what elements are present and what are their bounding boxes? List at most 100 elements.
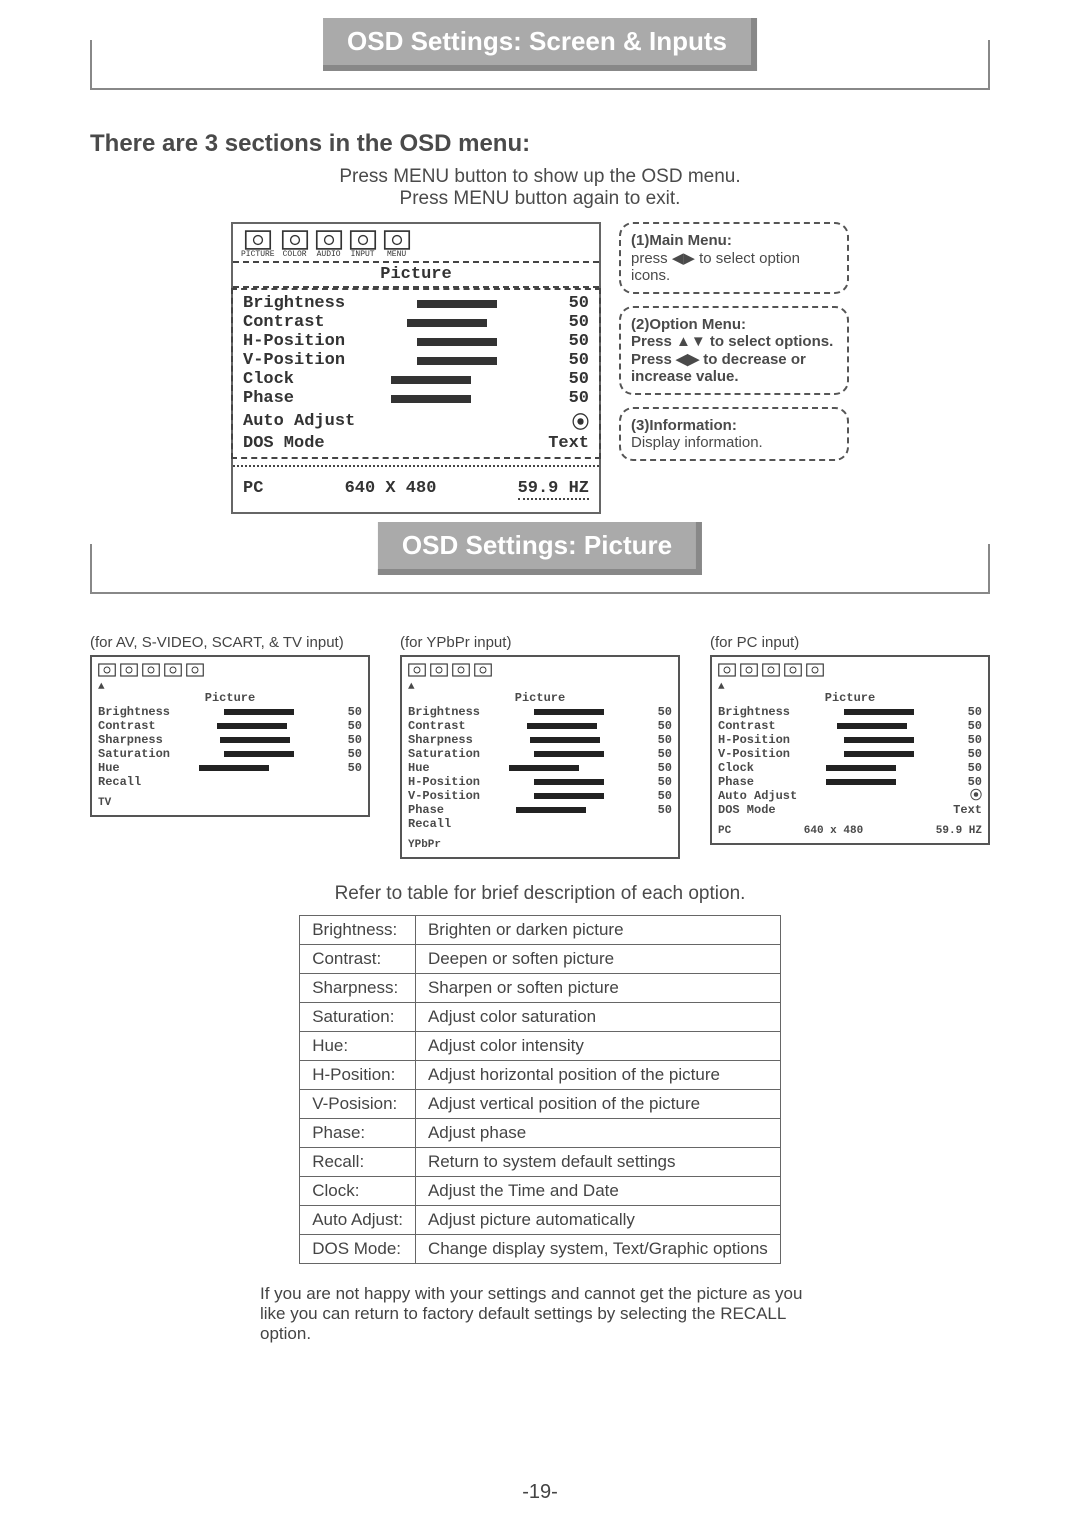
callout-1-title: (1)Main Menu: (631, 232, 732, 249)
thumb-bar (220, 737, 290, 743)
osd-option-bar (407, 319, 487, 327)
thumb-option-row: Contrast50 (408, 719, 672, 733)
thumb-option-row: Sharpness50 (98, 733, 362, 747)
thumb-bar (534, 779, 604, 785)
table-cell-desc: Sharpen or soften picture (415, 974, 780, 1003)
table-cell-name: DOS Mode: (300, 1235, 416, 1264)
thumb-option-row: Hue50 (408, 761, 672, 775)
thumb-icons-row (408, 663, 672, 683)
thumb-option-row: V-Position50 (718, 747, 982, 761)
table-row: H-Position:Adjust horizontal position of… (300, 1061, 781, 1090)
intro-line-2: Press MENU button again to exit. (90, 188, 990, 210)
table-cell-name: Auto Adjust: (300, 1206, 416, 1235)
callout-3-title: (3)Information: (631, 417, 737, 434)
table-cell-desc: Adjust horizontal position of the pictur… (415, 1061, 780, 1090)
thumb-icons-row (98, 663, 362, 683)
table-cell-name: V-Posision: (300, 1090, 416, 1119)
title-bar-2: OSD Settings: Picture (90, 544, 990, 594)
thumb-option-row: Brightness50 (98, 705, 362, 719)
thumbnails-row: (for AV, S-VIDEO, SCART, & TV input)▲Pic… (90, 634, 990, 859)
table-cell-name: Phase: (300, 1119, 416, 1148)
thumb-icon (474, 663, 492, 681)
thumb-bar (199, 765, 269, 771)
table-cell-desc: Deepen or soften picture (415, 945, 780, 974)
thumb-option-row: Phase50 (408, 803, 672, 817)
thumb-option-row: Sharpness50 (408, 733, 672, 747)
thumbnail: (for AV, S-VIDEO, SCART, & TV input)▲Pic… (90, 634, 370, 859)
osd-icon-audio: AUDIO (315, 230, 343, 259)
table-row: Recall:Return to system default settings (300, 1148, 781, 1177)
thumb-bar (534, 751, 604, 757)
thumb-arrow: ▲ (718, 683, 982, 691)
thumb-option-row: Saturation50 (98, 747, 362, 761)
thumb-title: Picture (718, 691, 982, 705)
thumb-option-row: Auto Adjust⦿ (718, 789, 982, 803)
osd-option-bar (391, 376, 471, 384)
thumb-bar (534, 709, 604, 715)
table-row: Auto Adjust:Adjust picture automatically (300, 1206, 781, 1235)
thumb-caption: (for AV, S-VIDEO, SCART, & TV input) (90, 634, 370, 651)
table-cell-desc: Adjust phase (415, 1119, 780, 1148)
table-cell-name: Sharpness: (300, 974, 416, 1003)
table-cell-desc: Adjust color intensity (415, 1032, 780, 1061)
table-cell-name: Clock: (300, 1177, 416, 1206)
thumb-option-row: Recall (408, 817, 672, 831)
thumb-option-row: Hue50 (98, 761, 362, 775)
thumb-option-row: H-Position50 (408, 775, 672, 789)
osd-diagram: PICTURECOLORAUDIOINPUTMENU Picture Brigh… (90, 222, 990, 514)
table-cell-desc: Adjust vertical position of the picture (415, 1090, 780, 1119)
table-row: Hue:Adjust color intensity (300, 1032, 781, 1061)
thumb-bar (844, 737, 914, 743)
osd-option-row: Auto Adjust ⦿ (243, 408, 589, 434)
thumb-option-row: Recall (98, 775, 362, 789)
table-cell-name: Saturation: (300, 1003, 416, 1032)
table-cell-desc: Brighten or darken picture (415, 916, 780, 945)
osd-icon-color: COLOR (281, 230, 309, 259)
table-cell-desc: Change display system, Text/Graphic opti… (415, 1235, 780, 1264)
osd-option-bar (417, 300, 497, 308)
callout-information: (3)Information: Display information. (619, 407, 849, 461)
thumb-icon (806, 663, 824, 681)
callout-2-body: Press ▲▼ to select options. Press ◀▶ to … (631, 333, 833, 385)
osd-icon-picture: PICTURE (241, 230, 275, 259)
osd-option-value: ⦿ (572, 408, 589, 434)
table-row: Contrast:Deepen or soften picture (300, 945, 781, 974)
thumb-title: Picture (408, 691, 672, 705)
osd-info-bar: PC 640 X 480 59.9 HZ (233, 465, 599, 512)
thumbnail: (for YPbPr input) ▲PictureBrightness50Con… (400, 634, 680, 859)
thumb-icons-row (718, 663, 982, 683)
table-cell-name: Recall: (300, 1148, 416, 1177)
osd-option-bar (417, 338, 497, 346)
thumb-icon (98, 663, 116, 681)
callout-main-menu: (1)Main Menu: press ◀▶ to select option … (619, 222, 849, 294)
thumb-osd-box: ▲PictureBrightness50Contrast50Sharpness5… (400, 655, 680, 859)
thumb-bar (837, 723, 907, 729)
table-row: DOS Mode:Change display system, Text/Gra… (300, 1235, 781, 1264)
thumb-caption: (for PC input) (710, 634, 990, 651)
callout-2-title: (2)Option Menu: (631, 316, 746, 333)
thumb-option-row: Phase50 (718, 775, 982, 789)
thumb-bar (530, 737, 600, 743)
thumb-caption: (for YPbPr input) (400, 634, 680, 651)
osd-option-name: Auto Adjust (243, 412, 355, 431)
osd-option-row: H-Position50 (243, 332, 589, 351)
osd-option-name: Clock (243, 370, 294, 389)
thumb-bar (224, 709, 294, 715)
title-2: OSD Settings: Picture (378, 522, 702, 575)
osd-option-value: 50 (569, 351, 589, 370)
osd-option-value: 50 (569, 370, 589, 389)
osd-option-name: DOS Mode (243, 434, 325, 453)
options-table: Brightness:Brighten or darken pictureCon… (299, 915, 781, 1264)
osd-option-name: Contrast (243, 313, 325, 332)
osd-icon-row: PICTURECOLORAUDIOINPUTMENU (233, 224, 599, 263)
page-number: -19- (522, 1481, 558, 1504)
thumb-bar (826, 765, 896, 771)
thumb-bar (844, 709, 914, 715)
thumb-arrow: ▲ (408, 683, 672, 691)
osd-option-row: Clock 50 (243, 370, 589, 389)
osd-option-value: Text (548, 434, 589, 453)
intro-lines: Press MENU button to show up the OSD men… (90, 166, 990, 210)
thumb-option-row: Clock50 (718, 761, 982, 775)
callout-3-body: Display information. (631, 434, 763, 451)
thumb-bar (826, 779, 896, 785)
